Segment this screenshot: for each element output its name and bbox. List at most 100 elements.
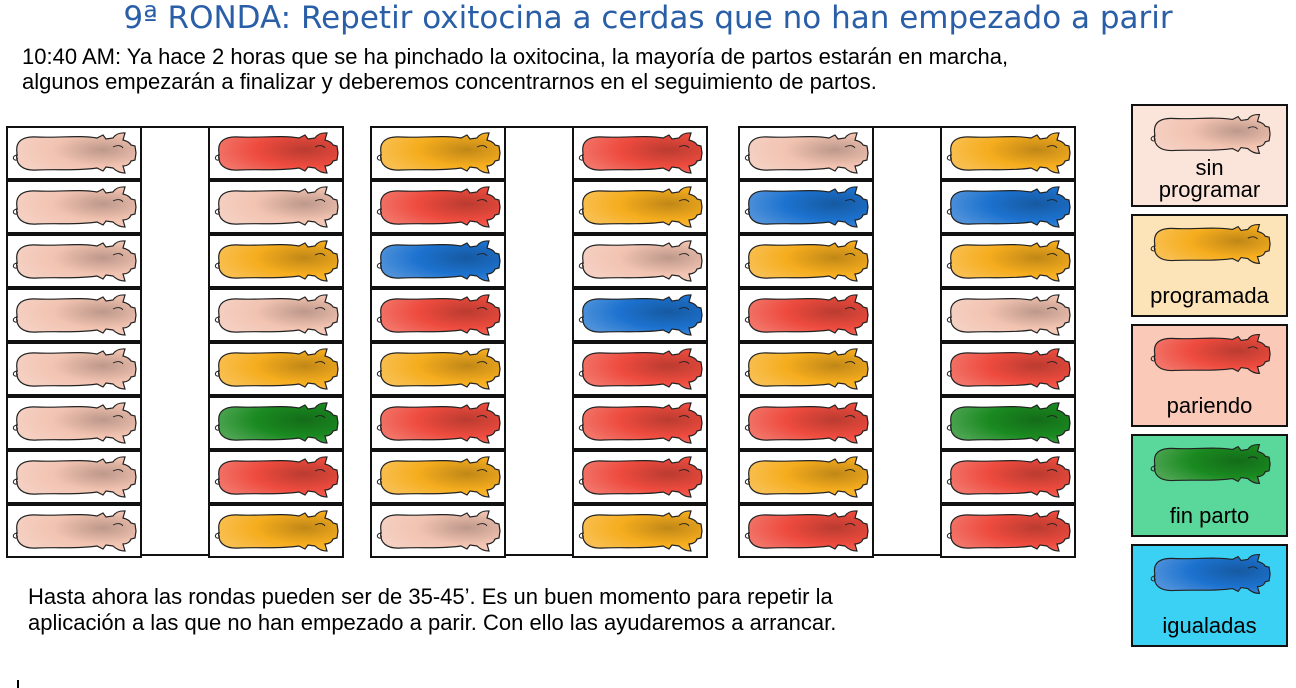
crate-sin-programar[interactable] <box>940 288 1076 342</box>
crate-programada[interactable] <box>572 504 708 558</box>
pig-icon <box>744 186 869 228</box>
crate-sin-programar[interactable] <box>6 396 142 450</box>
crate-fin-parto[interactable] <box>208 396 344 450</box>
crate-sin-programar[interactable] <box>6 450 142 504</box>
crate-sin-programar[interactable] <box>6 288 142 342</box>
pig-icon <box>12 402 137 444</box>
crate-pariendo[interactable] <box>738 504 874 558</box>
crate-sin-programar[interactable] <box>370 504 506 558</box>
pig-icon <box>578 510 703 552</box>
pen-3-right-column <box>940 126 1076 558</box>
crate-programada[interactable] <box>370 126 506 180</box>
pig-icon <box>1150 333 1271 374</box>
crate-programada[interactable] <box>370 342 506 396</box>
crate-pariendo[interactable] <box>738 396 874 450</box>
crate-pariendo[interactable] <box>572 450 708 504</box>
crate-pariendo[interactable] <box>572 126 708 180</box>
pig-icon <box>946 348 1071 390</box>
crate-sin-programar[interactable] <box>6 126 142 180</box>
crate-pariendo[interactable] <box>572 342 708 396</box>
pig-icon <box>376 348 501 390</box>
pig-icon <box>1150 553 1271 594</box>
crate-sin-programar[interactable] <box>572 234 708 288</box>
crate-programada[interactable] <box>940 234 1076 288</box>
pig-icon <box>744 510 869 552</box>
pig-icon <box>744 402 869 444</box>
pen-3 <box>738 126 1076 558</box>
crate-pariendo[interactable] <box>940 342 1076 396</box>
pig-icon <box>744 132 869 174</box>
crate-igualadas[interactable] <box>572 288 708 342</box>
crate-sin-programar[interactable] <box>6 234 142 288</box>
pen-1 <box>6 126 344 558</box>
crate-pariendo[interactable] <box>940 450 1076 504</box>
pig-icon <box>578 186 703 228</box>
crate-programada[interactable] <box>208 234 344 288</box>
crate-sin-programar[interactable] <box>6 180 142 234</box>
pig-icon <box>12 294 137 336</box>
pig-icon <box>12 186 137 228</box>
pig-icon <box>1150 223 1271 264</box>
pig-icon <box>578 402 703 444</box>
pig-icon <box>214 402 339 444</box>
legend-label-line: fin parto <box>1169 503 1250 528</box>
legend-label: programada <box>1133 285 1286 307</box>
pig-icon <box>214 186 339 228</box>
pig-icon <box>946 510 1071 552</box>
pen-2-right-column <box>572 126 708 558</box>
crate-programada[interactable] <box>208 342 344 396</box>
pig-icon <box>946 456 1071 498</box>
crate-programada[interactable] <box>370 450 506 504</box>
pen-2 <box>370 126 708 558</box>
text-cursor-mark <box>17 680 19 688</box>
pig-icon <box>578 456 703 498</box>
crate-pariendo[interactable] <box>572 396 708 450</box>
pig-icon <box>376 186 501 228</box>
crate-fin-parto[interactable] <box>940 396 1076 450</box>
crate-pariendo[interactable] <box>370 180 506 234</box>
crate-sin-programar[interactable] <box>6 504 142 558</box>
crate-sin-programar[interactable] <box>6 342 142 396</box>
pig-icon <box>12 456 137 498</box>
crate-igualadas[interactable] <box>738 180 874 234</box>
pig-icon <box>946 186 1071 228</box>
crate-programada[interactable] <box>738 342 874 396</box>
legend-fin-parto: fin parto <box>1131 434 1288 537</box>
crate-programada[interactable] <box>940 126 1076 180</box>
pig-icon <box>578 348 703 390</box>
pig-icon <box>946 132 1071 174</box>
intro-text: 10:40 AM: Ya hace 2 horas que se ha pinc… <box>22 44 1242 94</box>
crate-sin-programar[interactable] <box>208 180 344 234</box>
crate-programada[interactable] <box>208 504 344 558</box>
pig-icon <box>214 240 339 282</box>
crate-pariendo[interactable] <box>370 396 506 450</box>
crate-programada[interactable] <box>572 180 708 234</box>
pen-1-right-column <box>208 126 344 558</box>
crate-pariendo[interactable] <box>738 288 874 342</box>
pig-icon <box>946 240 1071 282</box>
crate-igualadas[interactable] <box>940 180 1076 234</box>
crate-programada[interactable] <box>738 450 874 504</box>
pig-icon <box>214 132 339 174</box>
crate-pariendo[interactable] <box>370 288 506 342</box>
pen-2-left-column <box>370 126 506 558</box>
legend-programada: programada <box>1131 214 1288 317</box>
pig-icon <box>578 240 703 282</box>
crate-programada[interactable] <box>738 234 874 288</box>
crate-sin-programar[interactable] <box>208 288 344 342</box>
pig-icon <box>376 132 501 174</box>
crate-sin-programar[interactable] <box>738 126 874 180</box>
legend-sin-programar: sin programar <box>1131 104 1288 207</box>
crate-pariendo[interactable] <box>940 504 1076 558</box>
status-legend: sin programar programada pariendo fin parto i… <box>1131 104 1288 648</box>
crate-igualadas[interactable] <box>370 234 506 288</box>
pig-icon <box>12 240 137 282</box>
crate-pariendo[interactable] <box>208 450 344 504</box>
pig-icon <box>12 132 137 174</box>
crate-pariendo[interactable] <box>208 126 344 180</box>
legend-label-line: programada <box>1150 283 1269 308</box>
pig-icon <box>376 294 501 336</box>
legend-label-line: igualadas <box>1162 613 1257 638</box>
pig-icon <box>946 402 1071 444</box>
pig-icon <box>376 510 501 552</box>
